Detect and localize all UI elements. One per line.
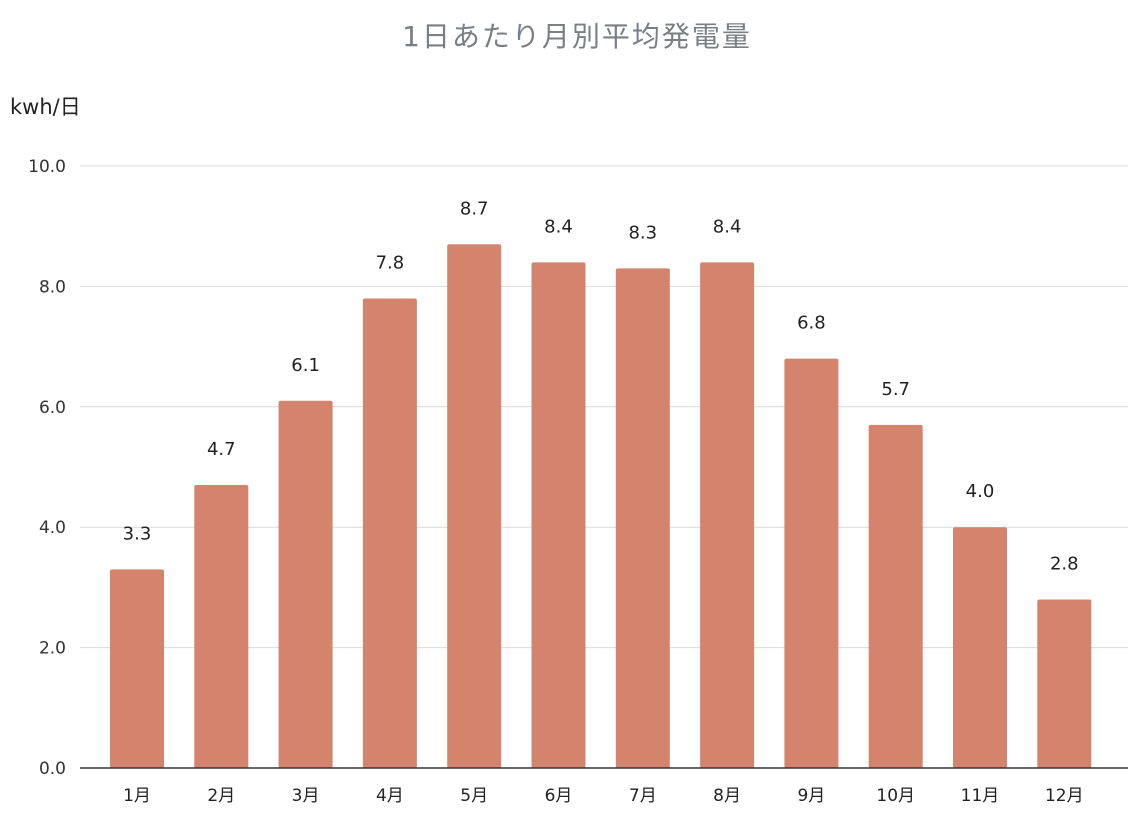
bar [784, 358, 839, 768]
data-label: 3.3 [123, 523, 152, 544]
bar [278, 400, 333, 768]
x-tick-label: 3月 [292, 786, 320, 806]
x-tick-label: 9月 [797, 786, 825, 806]
y-axis-label: kwh/日 [10, 95, 81, 119]
bar [953, 527, 1007, 768]
y-tick-label: 6.0 [39, 398, 66, 418]
chart-title: 1日あたり月別平均発電量 [402, 20, 752, 53]
y-tick-label: 2.0 [39, 639, 66, 659]
bar [1037, 599, 1092, 768]
bar [194, 485, 249, 768]
x-tick-label: 4月 [376, 786, 404, 806]
y-tick-label: 0.0 [39, 759, 66, 779]
y-tick-label: 8.0 [39, 277, 66, 297]
x-tick-label: 10月 [876, 786, 915, 806]
x-tick-label: 1月 [123, 786, 151, 806]
data-label: 4.0 [966, 481, 995, 502]
data-label: 8.4 [713, 216, 742, 237]
x-tick-label: 6月 [545, 786, 573, 806]
data-label: 5.7 [881, 379, 910, 400]
data-label: 8.7 [460, 198, 489, 219]
data-labels: 3.3 4.7 6.1 7.8 8.7 8.4 8.3 8.4 6.8 5.7 4.0 2.8 [123, 198, 1079, 574]
data-label: 7.8 [376, 252, 405, 273]
bars [110, 244, 1092, 768]
data-label: 2.8 [1050, 553, 1079, 574]
data-label: 4.7 [207, 439, 236, 460]
axes: 0.0 2.0 4.0 6.0 8.0 10.0 1月 2月 3月 4月 5月 6月 7月 8月 9月 10月… [28, 157, 1128, 806]
x-tick-label: 2月 [207, 786, 235, 806]
data-label: 6.1 [291, 355, 320, 376]
bar [110, 569, 164, 768]
bar [447, 244, 502, 768]
x-tick-label: 12月 [1045, 786, 1084, 806]
x-tick-label: 5月 [460, 786, 488, 806]
bar [868, 424, 923, 768]
x-tick-label: 11月 [961, 786, 1000, 806]
data-label: 8.4 [544, 216, 573, 237]
data-label: 6.8 [797, 313, 826, 334]
bar [362, 298, 417, 768]
data-label: 8.3 [628, 222, 657, 243]
x-tick-label: 7月 [629, 786, 657, 806]
y-tick-label: 10.0 [28, 157, 66, 177]
x-tick-label: 8月 [713, 786, 741, 806]
bar [531, 262, 586, 768]
y-tick-label: 4.0 [39, 518, 66, 538]
bar [700, 262, 755, 768]
bar [615, 268, 670, 768]
